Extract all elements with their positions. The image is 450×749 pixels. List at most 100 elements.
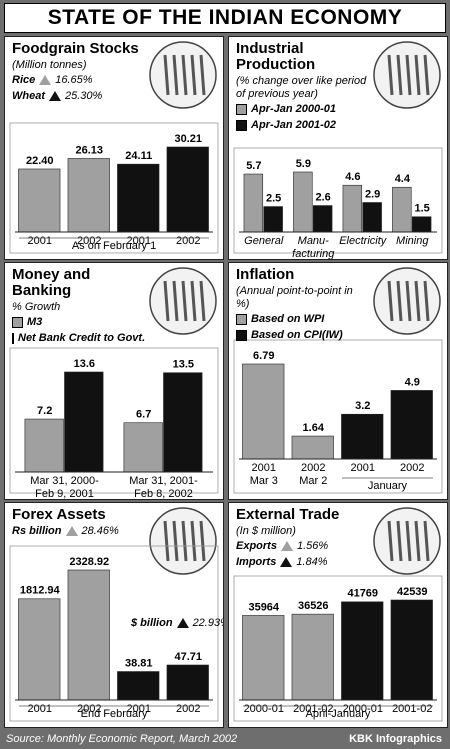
panel-title: Industrial Production	[236, 40, 316, 73]
panel-header: External Trade (In $ million) Exports 1.56%…	[236, 507, 368, 570]
legend-item: Wheat 25.30%	[12, 88, 144, 104]
icon-stroke	[190, 520, 197, 562]
legend-label: Rice	[12, 74, 36, 86]
value-label: 1.5	[415, 203, 430, 215]
bar	[243, 173, 264, 233]
legend-label: Apr-Jan 2001-02	[251, 119, 336, 131]
legend-item: Apr-Jan 2001-02	[236, 117, 368, 133]
panel-title: Forex Assets	[12, 506, 106, 523]
icon-stroke	[423, 520, 430, 562]
value-label: 36526	[298, 600, 329, 612]
legend-marker	[176, 618, 189, 628]
panel-header: Forex Assets Rs billion 28.46%	[12, 507, 144, 539]
x-tick-label: Manu-	[298, 235, 330, 247]
legend-label: Net Bank Credit to Govt.	[18, 332, 146, 344]
x-axis-label: End February	[81, 708, 148, 720]
icon-stroke	[387, 520, 394, 562]
legend-label: Based on WPI	[251, 313, 325, 325]
chart: 1812.9420012328.92200238.81200147.712002…	[9, 507, 219, 722]
icon-stroke	[414, 520, 421, 562]
icon-stroke	[163, 520, 170, 562]
value-label: 2328.92	[69, 556, 109, 568]
bar	[291, 435, 334, 460]
x-axis-label: As on February 1	[72, 240, 156, 252]
bar	[411, 216, 432, 233]
bar	[67, 158, 110, 233]
panel: 22.40 2001 26.13 2002 24.11 2001 30.21 2002 As o…	[4, 36, 224, 260]
plot-frame	[233, 147, 443, 254]
legend-marker	[280, 557, 293, 567]
value-label: 24.11	[125, 150, 152, 162]
panel-subtitle: (Annual point-to-point in %)	[236, 285, 353, 310]
plot-frame	[9, 545, 219, 722]
legend-marker	[12, 316, 23, 328]
legend-label: Rs billion	[12, 525, 62, 537]
icon-stroke	[396, 520, 403, 562]
icon-stroke	[423, 280, 430, 322]
value-label: 41769	[347, 588, 378, 600]
bar	[242, 363, 285, 460]
bar	[291, 613, 334, 701]
value-label: 5.9	[296, 158, 311, 170]
bar	[342, 184, 363, 233]
legend-item: $ billion 22.93%	[131, 615, 223, 631]
legend-item: M3	[12, 314, 144, 330]
bar	[166, 664, 209, 701]
icon-stroke	[387, 280, 394, 322]
panel: 6.79 2001 Mar 3 1.64 2002 Mar 2 3.2 2001 4.9 2002…	[228, 262, 448, 500]
chart: 7.2 13.6 Mar 31, 2000-Feb 9, 2001 6.7 13.5 Ma…	[9, 267, 219, 499]
x-tick-label: Mining	[396, 235, 429, 247]
x-tick-label: 2000-01	[244, 703, 284, 715]
bar	[123, 422, 163, 473]
legend-marker	[65, 526, 78, 536]
bar	[390, 599, 433, 701]
icon-stroke	[396, 280, 403, 322]
legend-item: Apr-Jan 2000-01	[236, 101, 368, 117]
icon-stroke	[405, 280, 412, 322]
x-tick-label: Mar 31, 2000-	[30, 475, 99, 487]
value-label: 13.5	[173, 359, 194, 371]
x-tick-label: Mar 31, 2001-	[129, 475, 198, 487]
bar	[263, 206, 283, 233]
panel: 1812.94 2001 2328.92 2002 38.81 2001 47.71 2002…	[4, 502, 224, 728]
chart: 5.7 2.5 General 5.9 2.6 Manu-facturing 4.6 2.9 E…	[233, 41, 443, 259]
icon-stroke	[396, 54, 403, 96]
bar	[163, 372, 203, 473]
legend-item: Based on CPI(IW)	[236, 327, 368, 343]
legend-item: Rice 16.65%	[12, 72, 144, 88]
legend-marker	[49, 91, 61, 101]
x-tick-label: 2001	[351, 462, 375, 474]
x-axis-label: April-January	[306, 708, 371, 720]
value-label: 38.81	[125, 657, 153, 669]
value-label: 4.4	[395, 173, 411, 185]
legend-item: Net Bank Credit to Govt.	[12, 330, 146, 346]
x-tick-label: 2001	[28, 703, 52, 715]
bar	[312, 205, 333, 233]
change-label: 16.65%	[55, 74, 93, 86]
legend-marker	[236, 119, 247, 131]
icon-stroke	[181, 280, 188, 322]
panel-subtitle: (% change over like period of previous y…	[236, 75, 367, 100]
x-tick-label: 2002	[176, 235, 200, 247]
icon-stroke	[163, 54, 170, 96]
plot-frame	[9, 122, 219, 254]
value-label: 1.64	[303, 422, 325, 434]
x-tick-label: Electricity	[339, 235, 388, 247]
x-tick-label: 2001-02	[392, 703, 432, 715]
bar	[390, 390, 433, 460]
legend-marker	[39, 75, 52, 85]
value-label: 2.6	[316, 191, 331, 203]
x-tick-sublabel: Mar 2	[299, 475, 327, 487]
bar	[18, 168, 61, 233]
panel-title: Money and Banking	[12, 266, 91, 299]
icon-stroke	[405, 54, 412, 96]
change-label: 1.84%	[296, 556, 328, 568]
chart: 359642000-01365262001-02417692000-014253…	[233, 507, 443, 722]
bar	[293, 171, 313, 233]
value-label: 13.6	[74, 358, 95, 370]
value-label: 6.7	[136, 409, 151, 421]
value-label: 26.13	[75, 144, 103, 156]
x-tick-label: 2001	[252, 462, 276, 474]
